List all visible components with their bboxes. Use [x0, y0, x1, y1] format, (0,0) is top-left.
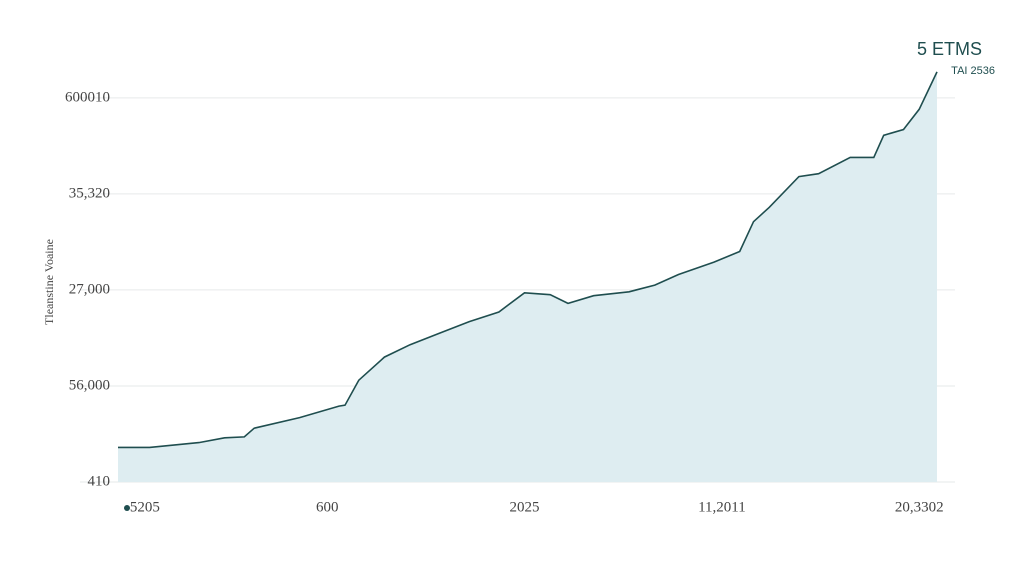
- y-tick-label: 600010: [65, 89, 110, 105]
- area-fill: [118, 71, 937, 483]
- x-tick-label: 600: [316, 499, 339, 515]
- x-tick-label: 2025: [510, 499, 540, 515]
- x-tick-label: 20,3302: [895, 499, 944, 515]
- y-tick-label: 56,000: [69, 377, 110, 393]
- legend-dot: [124, 505, 130, 511]
- y-axis-label: Tleanstine Voaine: [42, 239, 56, 325]
- annotation: 5 ETMS: [917, 39, 982, 59]
- annotation-sub: TAI 2536: [951, 65, 995, 77]
- x-tick-label: 11,2011: [698, 499, 746, 515]
- x-tick-label: 5205: [130, 499, 160, 515]
- y-tick-label: 27,000: [69, 281, 110, 297]
- y-tick-label: 35,320: [69, 185, 110, 201]
- y-tick-label: 410: [88, 473, 111, 489]
- area-line: [118, 71, 938, 449]
